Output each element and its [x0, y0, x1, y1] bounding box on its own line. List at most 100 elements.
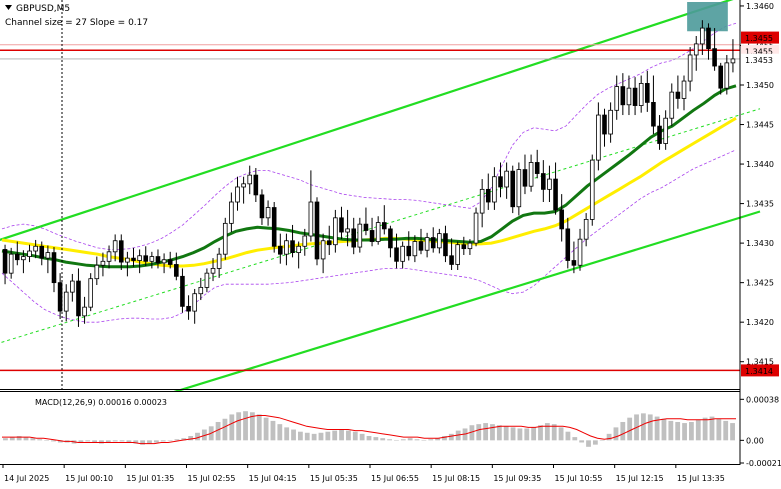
candle-body	[278, 245, 283, 255]
candle-body	[712, 48, 717, 67]
macd-tick-label: -0.00021	[746, 459, 781, 468]
candle-body	[161, 259, 167, 264]
macd-bar	[256, 414, 262, 441]
macd-bar	[167, 440, 173, 441]
candle-body	[339, 217, 344, 233]
macd-bar	[606, 433, 612, 441]
macd-bar	[640, 413, 646, 441]
macd-bar	[243, 411, 248, 441]
macd-bar	[586, 440, 591, 447]
candle-body	[577, 238, 583, 266]
macd-bar	[592, 440, 598, 445]
macd-bar	[263, 417, 269, 441]
macd-histogram	[3, 411, 735, 447]
price-tick-label: 1.3445	[746, 121, 774, 130]
triangle-down-icon[interactable]	[5, 5, 12, 10]
macd-bar	[229, 414, 235, 441]
macd-bar	[709, 416, 715, 441]
price-tick-label: 1.3450	[746, 81, 774, 90]
macd-bar	[119, 440, 125, 442]
candle-body	[406, 245, 412, 257]
macd-label: MACD(12,26,9) 0.00016 0.00023	[35, 398, 167, 407]
macd-bar	[579, 440, 585, 443]
candle-body	[669, 91, 675, 119]
candle-body	[394, 247, 399, 262]
macd-bar	[373, 437, 379, 441]
macd-bar	[57, 440, 63, 443]
macd-bar	[476, 424, 482, 441]
candle-body	[106, 251, 112, 262]
candle-body	[259, 194, 265, 219]
macd-bar	[702, 417, 708, 441]
candle-body	[479, 188, 485, 214]
macd-bar	[126, 440, 132, 443]
candle-body	[320, 240, 326, 260]
time-tick-label: 15 Jul 13:35	[677, 474, 725, 483]
macd-bar	[730, 423, 735, 441]
candle-body	[125, 257, 130, 263]
candle-body	[198, 286, 204, 295]
candle-body	[381, 222, 387, 230]
candle-body	[314, 201, 320, 260]
macd-bar	[668, 420, 674, 441]
candle-body	[302, 235, 308, 247]
candle-body	[663, 117, 668, 144]
macd-bar	[380, 438, 386, 441]
candle-body	[534, 162, 540, 174]
macd-bar	[682, 423, 687, 441]
candle-body	[180, 275, 185, 307]
time-tick-label: 15 Jul 06:55	[371, 474, 419, 483]
macd-bar	[44, 440, 49, 441]
time-tick-label: 14 Jul 2025	[4, 474, 49, 483]
highlight-rect	[687, 2, 728, 32]
candle-body	[143, 255, 149, 262]
macd-bar	[503, 426, 509, 441]
candle-body	[455, 244, 460, 265]
candle-body	[449, 255, 454, 265]
candle-body	[412, 241, 418, 257]
candle-body	[467, 242, 473, 250]
macd-bar	[407, 438, 413, 441]
macd-bar	[723, 420, 729, 441]
price-panel-bg	[0, 0, 740, 389]
candle-body	[693, 43, 699, 56]
candle-body	[718, 65, 724, 89]
candle-body	[326, 240, 332, 246]
time-tick-label: 15 Jul 10:55	[555, 474, 603, 483]
macd-bar	[133, 440, 139, 444]
macd-bar	[620, 421, 626, 441]
candle-body	[241, 183, 246, 188]
candle-body	[2, 249, 8, 274]
price-tag-bottom-red: 1.3414	[745, 367, 773, 376]
price-tick-label: 1.3440	[746, 160, 774, 169]
macd-bar	[3, 438, 8, 441]
macd-bar	[304, 432, 310, 441]
macd-bar	[695, 419, 701, 441]
candle-body	[186, 305, 191, 312]
candle-body	[112, 240, 118, 253]
price-tick-label: 1.3460	[746, 2, 774, 11]
symbol-label: GBPUSD,M5	[16, 4, 70, 14]
macd-bar	[414, 439, 420, 441]
time-tick-label: 15 Jul 00:10	[65, 474, 113, 483]
chart-header: GBPUSD,M5 Channel size = 27 Slope = 0.17	[5, 4, 148, 28]
candle-body	[620, 86, 626, 106]
candle-body	[155, 256, 161, 264]
candle-body	[645, 83, 650, 103]
candle-body	[8, 253, 14, 274]
macd-bar	[311, 433, 317, 441]
candle-body	[528, 162, 534, 187]
macd-bar	[531, 427, 537, 441]
candle-body	[235, 186, 240, 203]
price-tick-label: 1.3435	[746, 200, 774, 209]
candle-body	[424, 237, 430, 251]
macd-bar	[716, 418, 722, 441]
macd-bar	[140, 440, 146, 445]
macd-bar	[565, 431, 571, 441]
candle-body	[510, 170, 516, 208]
candle-body	[33, 245, 38, 252]
candle-body	[88, 278, 93, 308]
candle-body	[70, 280, 75, 293]
candle-body	[82, 306, 87, 317]
